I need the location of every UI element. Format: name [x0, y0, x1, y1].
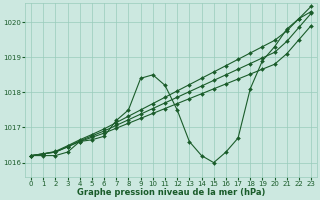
X-axis label: Graphe pression niveau de la mer (hPa): Graphe pression niveau de la mer (hPa) [77, 188, 265, 197]
